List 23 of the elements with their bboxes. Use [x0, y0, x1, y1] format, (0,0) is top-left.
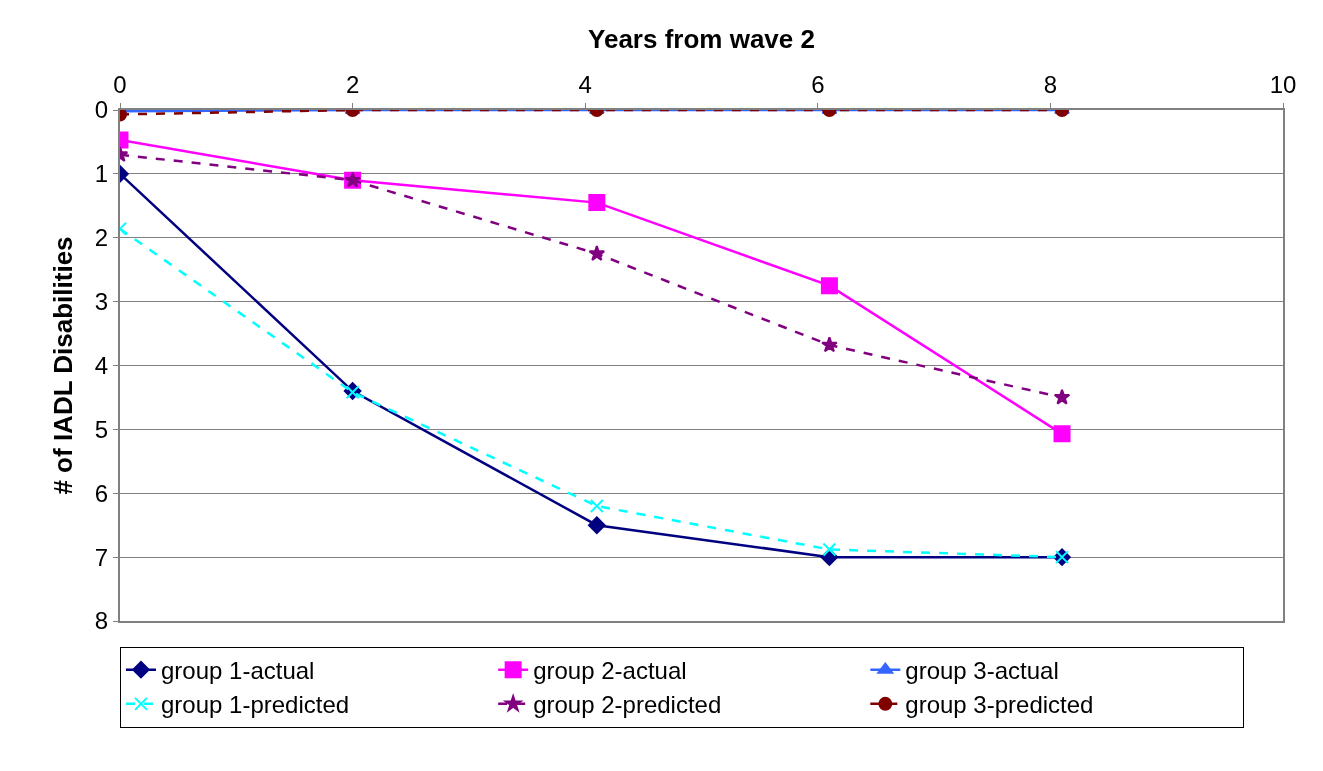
y-tick-label: 4: [94, 351, 109, 379]
y-tick-label: 8: [94, 607, 109, 635]
x-tick-label: 2: [345, 71, 360, 99]
legend-label: group 1-predicted: [161, 691, 350, 719]
y-tick-label: 2: [94, 224, 109, 252]
x-tick-label: 8: [1043, 71, 1058, 99]
y-tick-label: 0: [94, 96, 109, 124]
legend-label: group 3-predicted: [905, 691, 1094, 719]
legend-label: group 3-actual: [905, 657, 1059, 685]
y-axis-title: # of IADL Disabilities: [47, 236, 78, 495]
legend-label: group 1-actual: [161, 657, 315, 685]
y-tick-label: 6: [94, 479, 109, 507]
y-tick-label: 5: [94, 415, 109, 443]
x-axis-title: Years from wave 2: [588, 24, 815, 55]
x-tick-label: 10: [1269, 71, 1297, 99]
legend-label: group 2-actual: [533, 657, 687, 685]
x-tick-label: 4: [578, 71, 592, 99]
y-tick-label: 7: [94, 543, 109, 571]
legend-label: group 2-predicted: [533, 691, 722, 719]
x-tick-label: 0: [113, 71, 127, 99]
y-tick-label: 1: [94, 160, 109, 188]
x-tick-label: 6: [811, 71, 825, 99]
y-tick-label: 3: [94, 288, 109, 316]
